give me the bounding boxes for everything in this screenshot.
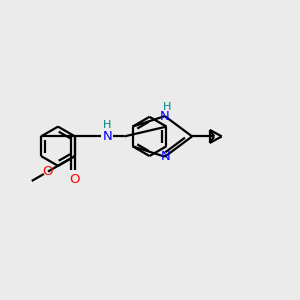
Text: O: O xyxy=(70,173,80,186)
Text: H: H xyxy=(103,120,111,130)
Text: N: N xyxy=(160,110,170,123)
Text: H: H xyxy=(163,102,171,112)
Text: N: N xyxy=(102,130,112,143)
Text: N: N xyxy=(161,150,171,163)
Text: O: O xyxy=(43,165,53,178)
